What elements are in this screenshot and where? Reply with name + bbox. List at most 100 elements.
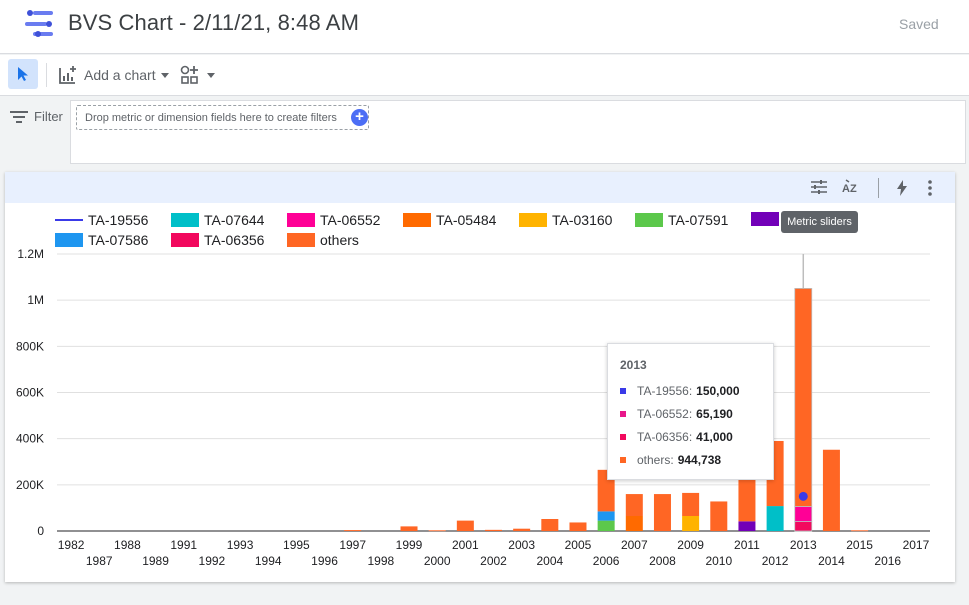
- x-tick-label: 1989: [142, 554, 169, 568]
- legend-item[interactable]: TA-07586: [55, 232, 148, 248]
- legend-swatch: [751, 212, 779, 226]
- bar-segment: [625, 494, 643, 516]
- legend-item[interactable]: [751, 212, 784, 226]
- legend-label: TA-07586: [88, 232, 149, 248]
- x-tick-label: 2014: [818, 554, 845, 568]
- legend-label: TA-07644: [204, 212, 265, 228]
- series-dot: [620, 388, 626, 394]
- bar-segment: [625, 515, 643, 531]
- bar-segment: [766, 506, 784, 531]
- tooltip-series-value: 65,190: [696, 407, 733, 421]
- tooltip-row: TA-06552:65,190: [620, 407, 733, 421]
- bar-segment: [428, 530, 446, 532]
- x-tick-label: 2015: [846, 538, 873, 552]
- bar-segment: [541, 518, 559, 531]
- filter-drop-zone[interactable]: Drop metric or dimension fields here to …: [76, 105, 369, 130]
- x-tick-label: 2006: [593, 554, 620, 568]
- x-tick-label: 2002: [480, 554, 507, 568]
- legend-label: TA-05484: [436, 212, 497, 228]
- x-tick-label: 1998: [368, 554, 395, 568]
- bar-segment: [597, 511, 615, 521]
- x-tick-label: 1991: [170, 538, 197, 552]
- legend-label: TA-06552: [320, 212, 381, 228]
- toolbar: Add a chart: [0, 55, 969, 96]
- legend-swatch: [55, 219, 83, 221]
- filter-label[interactable]: Filter: [10, 109, 63, 124]
- save-status: Saved: [899, 16, 939, 32]
- report-title[interactable]: BVS Chart - 2/11/21, 8:48 AM: [68, 10, 359, 35]
- more-vert-icon[interactable]: [927, 179, 933, 197]
- x-tick-label: 2004: [536, 554, 563, 568]
- x-tick-label: 1987: [86, 554, 113, 568]
- tooltip-series-name: TA-06356: [637, 430, 689, 444]
- add-control-icon: [180, 65, 198, 84]
- x-tick-label: 1982: [58, 538, 85, 552]
- legend-item[interactable]: TA-07591: [635, 212, 728, 228]
- x-tick-label: 2003: [508, 538, 535, 552]
- tooltip-series-name: TA-06552: [637, 407, 689, 421]
- metric-sliders-icon[interactable]: [810, 179, 828, 195]
- x-tick-label: 1993: [227, 538, 254, 552]
- x-tick-label: 2011: [734, 538, 760, 552]
- legend-item[interactable]: TA-06552: [287, 212, 380, 228]
- add-chart-icon: [59, 66, 76, 84]
- legend-label: TA-06356: [204, 232, 265, 248]
- filter-drop-area[interactable]: Drop metric or dimension fields here to …: [70, 100, 966, 164]
- legend-item[interactable]: TA-06356: [171, 232, 264, 248]
- legend-label: TA-07591: [668, 212, 729, 228]
- chevron-down-icon: [160, 72, 169, 78]
- y-tick-label: 800K: [16, 339, 44, 353]
- x-tick-label: 1997: [339, 538, 366, 552]
- legend-swatch: [55, 233, 83, 247]
- legend-item[interactable]: others: [287, 232, 359, 248]
- legend-item[interactable]: TA-07644: [171, 212, 264, 228]
- select-tool-button[interactable]: [8, 59, 38, 89]
- bar-segment: [682, 492, 700, 516]
- bar-segment: [456, 520, 474, 531]
- metric-sliders-tooltip: Metric sliders: [781, 211, 858, 233]
- x-tick-label: 2010: [705, 554, 732, 568]
- tooltip-row: others:944,738: [620, 453, 721, 467]
- x-tick-label: 2012: [762, 554, 789, 568]
- chart-card-header: AZ: [5, 172, 955, 203]
- header-divider: [878, 178, 879, 198]
- x-tick-label: 1988: [114, 538, 141, 552]
- legend-swatch: [403, 213, 431, 227]
- hover-tooltip-title: 2013: [620, 358, 647, 372]
- lightning-icon[interactable]: [895, 179, 909, 197]
- sort-az-icon[interactable]: AZ: [841, 179, 859, 197]
- bar-segment: [597, 469, 615, 512]
- toolbar-divider: [46, 63, 47, 87]
- add-filter-button[interactable]: +: [351, 109, 368, 126]
- bar-segment: [851, 530, 869, 532]
- x-tick-label: 2001: [452, 538, 479, 552]
- cursor-arrow-icon: [18, 67, 28, 81]
- tooltip-row: TA-06356:41,000: [620, 430, 733, 444]
- legend-swatch: [287, 213, 315, 227]
- add-control-button[interactable]: [180, 64, 215, 86]
- x-tick-label: 1996: [311, 554, 338, 568]
- y-tick-label: 1M: [27, 293, 44, 307]
- data-studio-logo-icon[interactable]: [24, 10, 56, 38]
- legend-swatch: [171, 233, 199, 247]
- add-chart-label: Add a chart: [84, 67, 156, 83]
- legend-item[interactable]: TA-19556: [55, 212, 148, 228]
- bar-segment: [485, 529, 502, 531]
- bar-segment: [597, 520, 615, 531]
- x-tick-label: 2009: [677, 538, 704, 552]
- legend-item[interactable]: TA-05484: [403, 212, 496, 228]
- bar-segment: [794, 506, 813, 522]
- filter-bar: Filter Drop metric or dimension fields h…: [0, 96, 969, 168]
- bar-segment: [738, 521, 756, 531]
- series-dot: [620, 434, 626, 440]
- tooltip-series-value: 150,000: [696, 384, 740, 398]
- bar-segment: [794, 288, 813, 507]
- bar-segment: [794, 521, 813, 532]
- tooltip-series-name: TA-19556: [637, 384, 689, 398]
- legend-item[interactable]: TA-03160: [519, 212, 612, 228]
- y-tick-label: 1.2M: [17, 247, 44, 261]
- add-chart-button[interactable]: Add a chart: [58, 64, 169, 86]
- tooltip-row: TA-19556:150,000: [620, 384, 740, 398]
- x-tick-label: 2013: [790, 538, 817, 552]
